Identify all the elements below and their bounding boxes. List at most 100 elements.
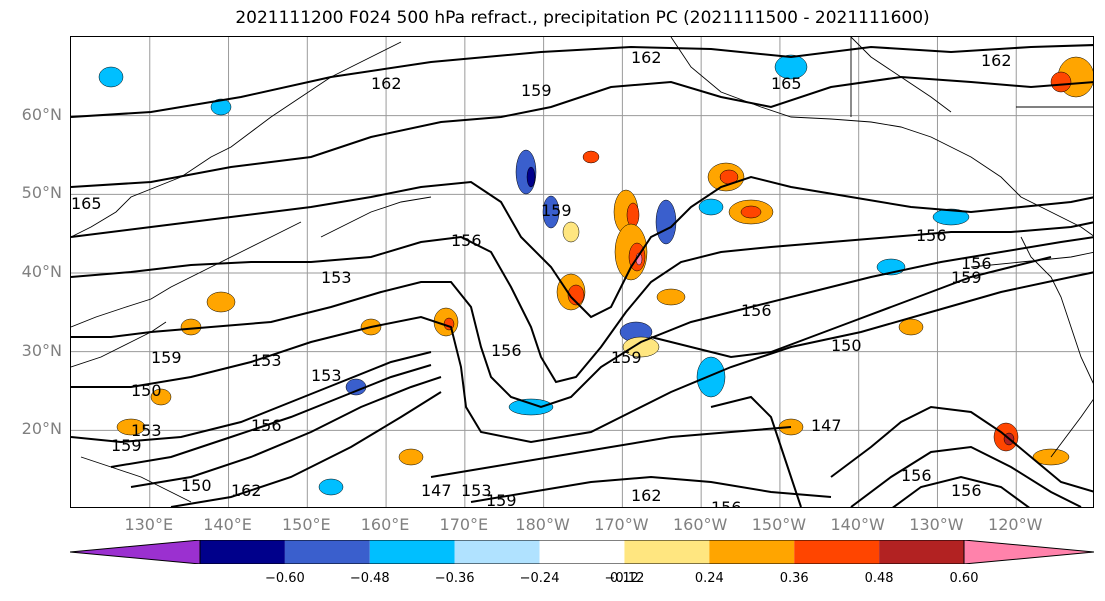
contour-label: 156 bbox=[451, 231, 482, 250]
refractivity-contours bbox=[71, 44, 1093, 507]
precip-anomaly-blob bbox=[526, 166, 536, 188]
precip-anomaly-blob bbox=[582, 150, 600, 164]
longitude-label: 150°E bbox=[281, 515, 331, 534]
colorbar-tick-label: 0.24 bbox=[694, 571, 724, 586]
contour-label: 156 bbox=[961, 254, 992, 273]
contour-label: 153 bbox=[251, 351, 282, 370]
longitude-label: 180°W bbox=[515, 515, 570, 534]
longitude-label: 120°W bbox=[988, 515, 1043, 534]
contour-label: 159 bbox=[111, 436, 142, 455]
contour-label: 162 bbox=[371, 74, 402, 93]
contour-label: 153 bbox=[131, 421, 162, 440]
lat-lon-grid bbox=[71, 37, 1093, 507]
contour-label: 150 bbox=[131, 381, 162, 400]
map-panel: 162 159 162 165 162 165 159 156 153 156 156 159 156 1… bbox=[70, 36, 1094, 508]
precip-anomaly-blob bbox=[318, 478, 344, 496]
colorbar-tick-label: 0.12 bbox=[609, 571, 639, 586]
latitude-label: 40°N bbox=[21, 262, 62, 281]
longitude-label: 170°W bbox=[594, 515, 649, 534]
precip-anomaly-blob bbox=[508, 398, 554, 416]
precip-anomaly-blob bbox=[150, 388, 172, 406]
map-title: 2021111200 F024 500 hPa refract., precip… bbox=[235, 8, 930, 28]
precip-anomaly-blob bbox=[1050, 71, 1072, 93]
colorbar-tick-label: 0.60 bbox=[949, 571, 979, 586]
contour-label: 153 bbox=[311, 366, 342, 385]
precip-anomaly-blob bbox=[443, 317, 455, 331]
longitude-label: 160°W bbox=[672, 515, 728, 534]
contour-label: 159 bbox=[541, 201, 572, 220]
colorbar-tick-label: 0.48 bbox=[864, 571, 894, 586]
contour-label: 156 bbox=[491, 341, 522, 360]
contour-label: 162 bbox=[231, 481, 262, 500]
colorbar-segment bbox=[200, 540, 285, 564]
colorbar-tick-label: −0.60 bbox=[264, 571, 305, 586]
longitude-label: 140°E bbox=[203, 515, 252, 534]
longitude-label: 130°W bbox=[909, 515, 964, 534]
contour-label: 153 bbox=[461, 481, 492, 500]
precip-anomaly-blob bbox=[210, 98, 232, 116]
colorbar-tick-label: −0.36 bbox=[434, 571, 475, 586]
colorbar-segment bbox=[369, 540, 455, 564]
precip-anomaly-blob bbox=[398, 448, 424, 466]
longitude-label: 160°E bbox=[360, 515, 410, 534]
colorbar-segment bbox=[454, 540, 540, 564]
contour-label: 153 bbox=[321, 268, 352, 287]
latitude-label: 20°N bbox=[21, 419, 62, 439]
contour-label: 159 bbox=[486, 491, 517, 508]
contour-label: 147 bbox=[811, 416, 842, 435]
precip-anomaly-blob bbox=[740, 205, 762, 219]
precip-anomaly-blob bbox=[698, 198, 724, 216]
colorbar-segment bbox=[624, 540, 710, 564]
contour-label: 156 bbox=[951, 481, 982, 500]
coastlines bbox=[71, 37, 1093, 503]
colorbar-tick-label: −0.12 bbox=[604, 571, 645, 586]
longitude-label: 170°E bbox=[439, 515, 489, 534]
precip-anomaly-blob bbox=[655, 199, 677, 245]
precip-anomaly-blob bbox=[696, 356, 726, 398]
contour-label: 156 bbox=[711, 498, 742, 508]
latitude-label: 50°N bbox=[21, 183, 62, 203]
precip-anomaly-blob bbox=[562, 221, 580, 243]
precip-anomaly-blob bbox=[932, 208, 970, 226]
colorbar-extend-low bbox=[70, 540, 201, 564]
colorbar-tick-label: −0.24 bbox=[519, 571, 560, 586]
contour-label: 159 bbox=[151, 348, 182, 367]
contour-label: 159 bbox=[521, 81, 552, 100]
contour-label: 165 bbox=[71, 194, 102, 213]
colorbar-segment bbox=[879, 540, 964, 564]
colorbar bbox=[70, 540, 1094, 564]
precip-anomaly-blob bbox=[656, 288, 686, 306]
precip-anomaly-blob bbox=[542, 195, 560, 229]
contour-label: 162 bbox=[631, 486, 662, 505]
latitude-label: 30°N bbox=[21, 340, 62, 360]
precip-anomaly-blob bbox=[345, 378, 367, 396]
precip-anomaly-blob bbox=[898, 318, 924, 336]
colorbar-tick-label: −0.48 bbox=[349, 571, 390, 586]
longitude-label: 140°W bbox=[830, 515, 885, 534]
precip-anomaly-blob bbox=[180, 318, 202, 336]
precip-anomaly-blob bbox=[206, 291, 236, 313]
contour-label: 159 bbox=[611, 348, 642, 367]
precip-anomaly-blob bbox=[774, 54, 808, 80]
contour-label: 159 bbox=[951, 268, 982, 287]
colorbar-segment bbox=[794, 540, 880, 564]
longitude-label: 150°W bbox=[751, 515, 807, 534]
contour-label: 156 bbox=[251, 416, 282, 435]
precip-anomaly-blob bbox=[567, 284, 585, 306]
colorbar-tick-label: 0.36 bbox=[779, 571, 809, 586]
contour-label: 165 bbox=[771, 74, 802, 93]
precip-anomaly-blob bbox=[622, 336, 660, 358]
contour-label: 156 bbox=[211, 506, 242, 508]
colorbar-segment bbox=[284, 540, 370, 564]
latitude-label: 60°N bbox=[21, 104, 62, 124]
contour-label: 150 bbox=[181, 476, 212, 495]
contour-label: 156 bbox=[916, 226, 947, 245]
contour-label: 150 bbox=[831, 336, 862, 355]
contour-label: 147 bbox=[421, 481, 452, 500]
contour-label: 156 bbox=[901, 466, 932, 485]
contour-label: 162 bbox=[981, 51, 1012, 70]
colorbar-segment bbox=[539, 540, 625, 564]
colorbar-extend-high bbox=[963, 540, 1094, 564]
colorbar-border bbox=[199, 540, 965, 564]
